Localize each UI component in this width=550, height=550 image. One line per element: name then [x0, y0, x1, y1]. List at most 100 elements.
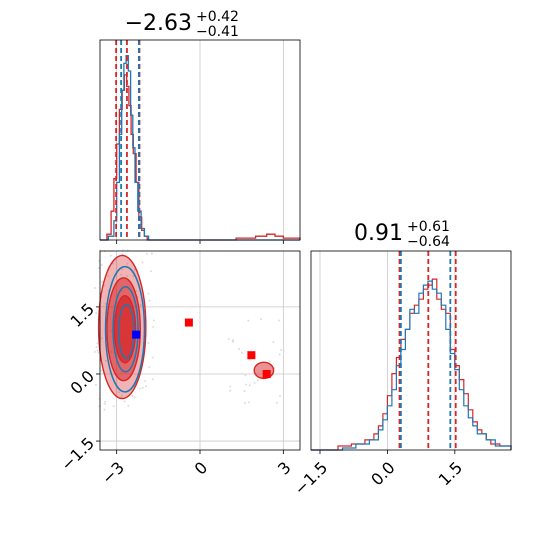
joint-sample-point: [100, 264, 103, 267]
x2-hist-red: [311, 278, 512, 451]
joint-marker-red-3: [262, 369, 271, 378]
joint-sample-point: [107, 275, 110, 278]
joint-sample-point: [243, 390, 246, 393]
x1-panel-frame: [99, 39, 301, 241]
joint-xtick-label-1: 0: [191, 458, 212, 479]
joint-sample-point: [101, 281, 104, 284]
joint-sample-point: [118, 391, 121, 394]
joint-sample-point: [150, 252, 153, 255]
joint-marker-red-1: [184, 318, 193, 327]
joint-sample-point: [227, 337, 230, 340]
title-x2: 0.91 +0.61 −0.64: [354, 219, 450, 250]
joint-sample-point: [229, 389, 232, 392]
title-x1-main: −2.63: [125, 11, 192, 36]
joint-sample-point: [232, 340, 235, 343]
joint-sample-point: [278, 353, 281, 356]
joint-sample-point: [126, 275, 129, 278]
joint-marker-red-2: [247, 351, 256, 360]
joint-panel-frame: [99, 250, 301, 451]
joint-sample-point: [100, 369, 103, 372]
joint-sample-point: [135, 290, 138, 293]
joint-sample-point: [120, 394, 123, 397]
joint-sample-point: [238, 348, 241, 351]
x2-tick-label-2: 1.5: [435, 458, 466, 489]
joint-xtick-label-0: −3: [98, 458, 128, 488]
joint-sample-point: [100, 337, 103, 340]
joint-sample-point: [104, 400, 107, 403]
joint-sample-point: [248, 384, 251, 387]
joint-sample-point: [150, 270, 153, 273]
joint-sample-point: [144, 380, 147, 383]
joint-sample-point: [133, 268, 136, 271]
joint-sample-point: [95, 346, 98, 349]
joint-sample-point: [96, 349, 99, 352]
joint-sample-point: [247, 319, 250, 322]
joint-sample-point: [121, 253, 124, 256]
joint-sample-point: [280, 348, 283, 351]
joint-sample-point: [276, 401, 279, 404]
joint-sample-point: [127, 404, 130, 407]
joint-sample-point: [103, 402, 106, 405]
joint-xtick-label-2: 3: [274, 458, 295, 479]
marginal-x2-panel: −1.5 0.0 1.5: [290, 250, 512, 499]
joint-sample-point: [278, 319, 281, 322]
joint-ytick-label-1: 0.0: [67, 367, 98, 398]
joint-sample-point: [253, 381, 256, 384]
joint-panel: −3 0 3 −1.5 0.0 1.5: [57, 249, 301, 488]
joint-sample-point: [147, 292, 150, 295]
joint-sample-point: [96, 342, 99, 345]
joint-sample-point: [95, 312, 98, 315]
x1-hist-blue: [100, 55, 300, 241]
x1-hist-red: [100, 74, 301, 241]
joint-sample-point: [112, 405, 115, 408]
joint-sample-point: [145, 252, 148, 255]
joint-sample-point: [151, 356, 154, 359]
title-x1-sup: +0.42: [196, 9, 239, 25]
joint-contour-blue-1: [112, 286, 139, 373]
joint-sample-point: [147, 341, 150, 344]
joint-sample-point: [133, 396, 136, 399]
joint-sample-point: [109, 254, 112, 257]
joint-sample-point: [121, 268, 124, 271]
joint-sample-point: [126, 262, 129, 265]
joint-sample-point: [120, 273, 123, 276]
joint-sample-point: [132, 275, 135, 278]
joint-sample-point: [93, 286, 96, 289]
joint-sample-point: [101, 372, 104, 375]
joint-sample-point: [229, 385, 232, 388]
joint-sample-point: [93, 350, 96, 353]
marginal-x1-panel: [99, 39, 301, 244]
joint-sample-point: [240, 372, 243, 375]
title-x1: −2.63 +0.42 −0.41: [125, 9, 239, 40]
joint-sample-point: [151, 378, 154, 381]
joint-sample-point: [279, 394, 282, 397]
joint-sample-point: [104, 359, 107, 362]
title-x2-sup: +0.61: [407, 219, 450, 235]
joint-ytick-label-0: −1.5: [57, 434, 98, 475]
title-x1-sub: −0.41: [196, 24, 239, 40]
joint-sample-point: [112, 262, 115, 265]
joint-sample-point: [94, 383, 97, 386]
joint-contour-blue-0: [104, 265, 146, 393]
joint-sample-point: [139, 305, 142, 308]
title-x2-main: 0.91: [354, 221, 403, 246]
joint-sample-point: [268, 360, 271, 363]
joint-sample-point: [104, 302, 107, 305]
joint-sample-point: [131, 394, 134, 397]
joint-sample-point: [139, 303, 142, 306]
joint-sample-point: [138, 387, 141, 390]
joint-sample-point: [144, 385, 147, 388]
joint-sample-point: [244, 374, 247, 377]
joint-sample-point: [141, 386, 144, 389]
x2-hist-blue: [311, 280, 512, 451]
joint-sample-point: [245, 383, 248, 386]
joint-ytick-label-2: 1.5: [67, 299, 98, 330]
joint-sample-point: [123, 400, 126, 403]
joint-sample-point: [247, 401, 250, 404]
joint-sample-point: [97, 351, 100, 354]
joint-sample-point: [272, 340, 275, 343]
joint-sample-point: [103, 408, 106, 411]
joint-sample-point: [259, 317, 262, 320]
title-x2-sub: −0.64: [407, 234, 450, 250]
